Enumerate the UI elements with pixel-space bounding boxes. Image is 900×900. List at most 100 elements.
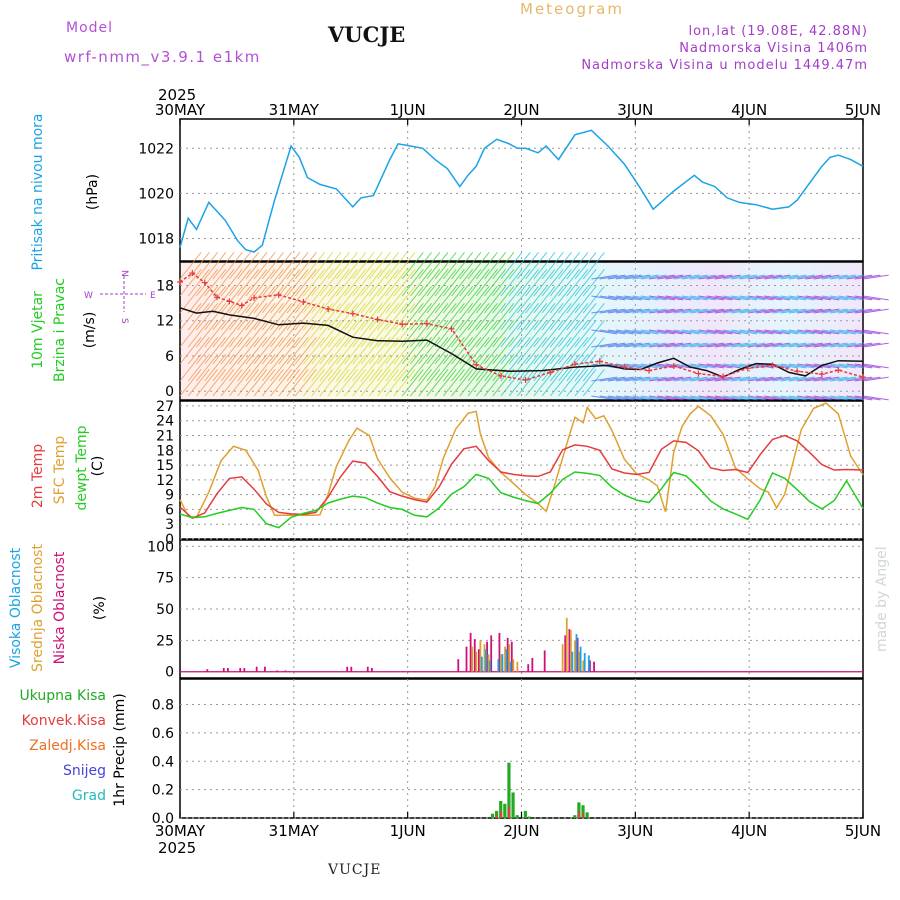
wind-arrow — [665, 363, 692, 369]
wind-arrow — [335, 269, 358, 297]
wind-arrow — [533, 269, 556, 297]
low-cloud-bar — [276, 670, 279, 672]
wind-arrow — [253, 252, 276, 280]
wind-arrow — [270, 354, 293, 382]
wind-arrow — [706, 308, 733, 314]
wind-arrow — [434, 320, 457, 348]
wind-gust-line-point — [571, 361, 578, 368]
wind-arrow — [616, 376, 642, 382]
wind-gust-line-point — [275, 291, 282, 298]
wind-arrow — [665, 342, 692, 348]
mid-cloud-bar — [569, 630, 572, 672]
wind-arrow — [681, 308, 708, 314]
wind-arrow — [723, 295, 749, 301]
wind-arrow — [616, 395, 642, 401]
wind-arrow — [179, 337, 202, 365]
wind-arrow — [541, 354, 564, 382]
precip-panel-frame — [179, 678, 864, 819]
wind-arrow — [516, 269, 539, 297]
total-precip-bar — [515, 815, 519, 818]
y-tick-label: 1020 — [138, 186, 174, 202]
y-tick-label: 1018 — [138, 231, 174, 247]
low-cloud-bar — [531, 657, 534, 672]
wind-arrow — [558, 337, 581, 365]
wind-arrow — [797, 395, 823, 401]
wind-arrow — [574, 369, 597, 397]
low-cloud-bar — [568, 629, 571, 672]
wind-arrow — [582, 354, 605, 382]
wind-arrow — [632, 376, 659, 382]
wind-arrow — [327, 286, 350, 314]
wind-arrow — [327, 269, 350, 297]
x-tick-label-bottom: 4JUN — [731, 822, 767, 840]
product-title: Meteogram — [520, 0, 624, 18]
low-cloud-bar — [593, 661, 595, 672]
wind-arrow — [541, 320, 564, 348]
wind-arrow — [830, 395, 856, 401]
wind-arrow — [862, 376, 889, 382]
wind-arrow — [582, 337, 605, 365]
wind-arrow — [599, 395, 626, 401]
wind-arrow — [360, 354, 383, 382]
wind-arrow — [780, 308, 807, 314]
y-tick-label: 1022 — [138, 141, 174, 157]
x-tick-label-bottom: 3JUN — [617, 822, 653, 840]
wind-arrow — [451, 354, 474, 382]
wind-arrow — [442, 369, 465, 397]
wind-arrow — [204, 286, 227, 314]
wind-gust-line-point — [670, 362, 677, 369]
wind-arrow — [377, 269, 400, 297]
wind-arrow — [418, 337, 441, 365]
wind-arrow — [747, 329, 774, 335]
wind-arrow — [673, 329, 700, 335]
credit-label: made by Angel — [874, 546, 890, 652]
wind-arrow — [706, 342, 733, 348]
wind-arrow — [484, 286, 506, 314]
convective-precip-bar — [499, 810, 502, 818]
wind-arrow — [393, 354, 416, 382]
wind-arrow — [467, 369, 490, 397]
total-precip-bar — [523, 810, 528, 818]
wind-arrow — [739, 274, 766, 280]
y-tick-label: 6 — [165, 349, 174, 365]
precip-axis-title: 1hr Precip (mm) — [112, 693, 128, 806]
wind-arrow — [484, 303, 506, 331]
wind-arrow — [327, 303, 350, 331]
precip-legend-item: Ukupna Kisa — [19, 688, 106, 704]
wind-arrow — [508, 320, 531, 348]
wind-arrow — [228, 269, 251, 297]
wind-arrow — [196, 337, 218, 365]
wind-arrow — [508, 252, 531, 280]
wind-arrow — [196, 303, 218, 331]
wind-arrow — [220, 320, 243, 348]
high-cloud-bar — [587, 655, 590, 672]
wind-arrow — [278, 303, 301, 331]
wind-arrow — [838, 363, 865, 369]
wind-arrow — [657, 342, 684, 348]
wind-arrow — [426, 369, 449, 397]
low-cloud-bar — [243, 667, 246, 672]
wind-arrow — [475, 303, 498, 331]
wind-arrow — [352, 320, 375, 348]
high-cloud-bar — [501, 654, 504, 672]
wind-arrow — [418, 369, 441, 397]
y-tick-label: 0.4 — [152, 754, 174, 770]
wind-arrow — [846, 274, 873, 280]
wind-arrow — [747, 376, 774, 382]
wind-arrow — [212, 303, 235, 331]
wind-arrow — [410, 252, 432, 280]
wind-arrow — [566, 286, 589, 314]
wind-arrow — [451, 303, 474, 331]
wind-arrow — [286, 320, 309, 348]
high-cloud-bar — [575, 634, 578, 672]
wind-arrow — [772, 395, 799, 401]
wind-arrow — [410, 369, 432, 397]
wind-arrow — [410, 320, 432, 348]
year-label-top: 2025 — [158, 86, 196, 104]
wind-arrow — [558, 320, 581, 348]
high-cloud-axis-title: Visoka Oblacnost — [8, 547, 24, 668]
wind-arrow — [533, 252, 556, 280]
wind-arrow — [830, 376, 856, 382]
wind-arrow — [616, 308, 642, 314]
